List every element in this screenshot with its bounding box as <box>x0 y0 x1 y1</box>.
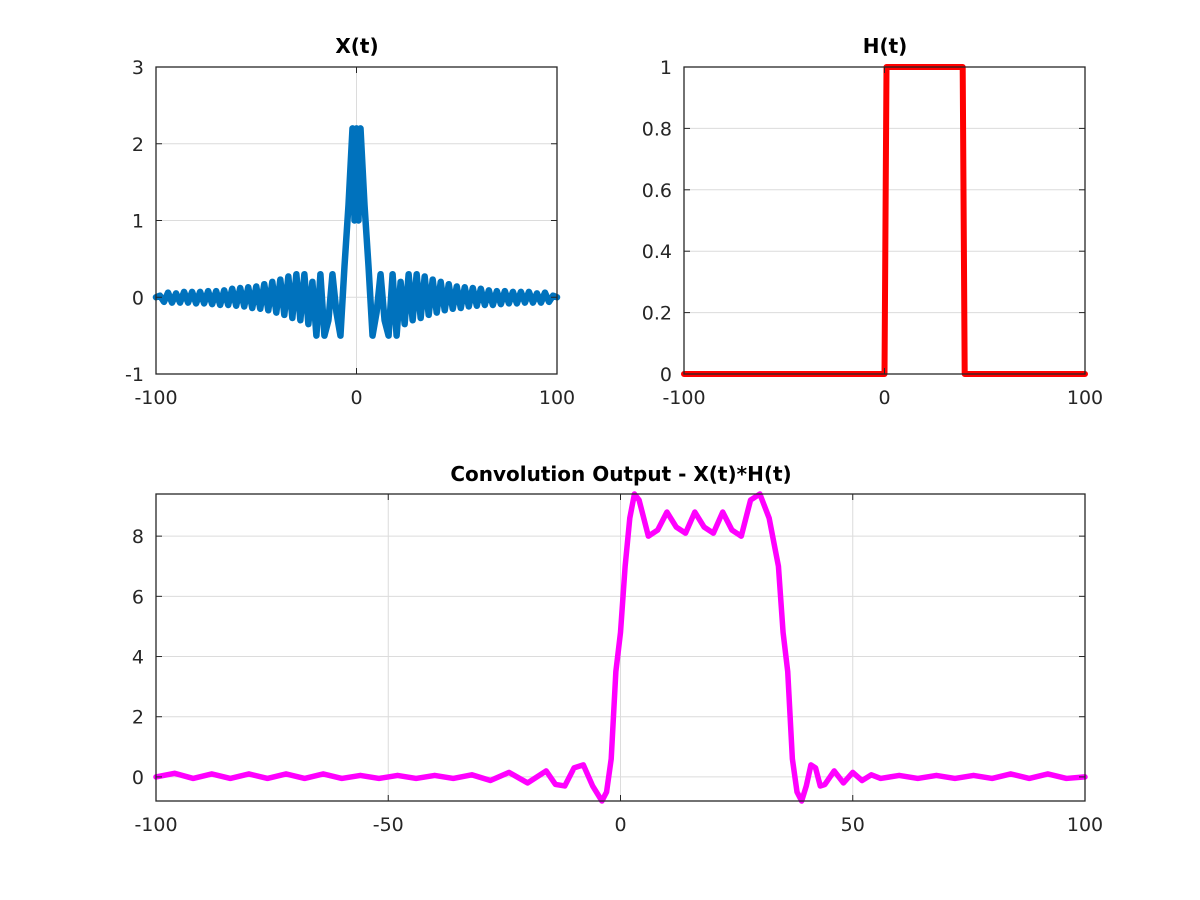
plot-convolution-xtick-label-1: -50 <box>373 814 404 836</box>
plot-convolution-title: Convolution Output - X(t)*H(t) <box>450 462 791 486</box>
plot-convolution-xtick-label-4: 100 <box>1067 814 1103 836</box>
plot-x-t-ytick-label-2: 1 <box>132 211 144 233</box>
plot-h-t-ytick-label-1: 0.2 <box>642 303 672 325</box>
plot-convolution-xtick-label-3: 50 <box>841 814 865 836</box>
plot-x-t-ticks: -100 0 100 -1 0 1 2 3 <box>125 57 575 409</box>
plot-h-t-xtick-label-1: 0 <box>878 387 890 409</box>
plot-convolution: Convolution Output - X(t)*H(t) -100 -50 0 5… <box>132 462 1103 836</box>
plot-x-t-ytick-label-0: -1 <box>125 364 144 386</box>
plot-x-t-ytick-label-1: 0 <box>132 287 144 309</box>
plot-h-t-title: H(t) <box>863 34 908 58</box>
plot-h-t-ytick-label-5: 1 <box>660 57 672 79</box>
plot-x-t-xtick-label-1: 0 <box>350 387 362 409</box>
plot-x-t-title: X(t) <box>335 34 378 58</box>
plot-convolution-xtick-label-2: 0 <box>614 814 626 836</box>
plot-x-t-xtick-label-2: 100 <box>539 387 575 409</box>
plot-h-t-ytick-label-3: 0.6 <box>642 180 672 202</box>
plot-convolution-ytick-label-0: 0 <box>132 767 144 789</box>
plot-convolution-ytick-label-3: 6 <box>132 586 144 608</box>
plot-convolution-xtick-label-0: -100 <box>134 814 177 836</box>
plot-x-t: X(t) -100 0 100 -1 0 1 2 3 <box>125 34 575 409</box>
plot-convolution-ticks: -100 -50 0 50 100 0 2 4 6 8 <box>132 494 1103 836</box>
plot-convolution-ytick-label-4: 8 <box>132 526 144 548</box>
plot-h-t-ytick-label-2: 0.4 <box>642 241 672 263</box>
plot-convolution-series-line-0 <box>153 491 1088 804</box>
plot-h-t-xtick-label-2: 100 <box>1067 387 1103 409</box>
plot-x-t-xtick-label-0: -100 <box>134 387 177 409</box>
plot-x-t-ytick-label-4: 3 <box>132 57 144 79</box>
plot-x-t-ytick-label-3: 2 <box>132 134 144 156</box>
plot-convolution-ytick-label-1: 2 <box>132 707 144 729</box>
plot-h-t-ytick-label-0: 0 <box>660 364 672 386</box>
plot-h-t-ytick-label-4: 0.8 <box>642 118 672 140</box>
plot-h-t-xtick-label-0: -100 <box>662 387 705 409</box>
plot-x-t-series-line-0 <box>152 125 561 339</box>
plot-convolution-ytick-label-2: 4 <box>132 647 144 669</box>
